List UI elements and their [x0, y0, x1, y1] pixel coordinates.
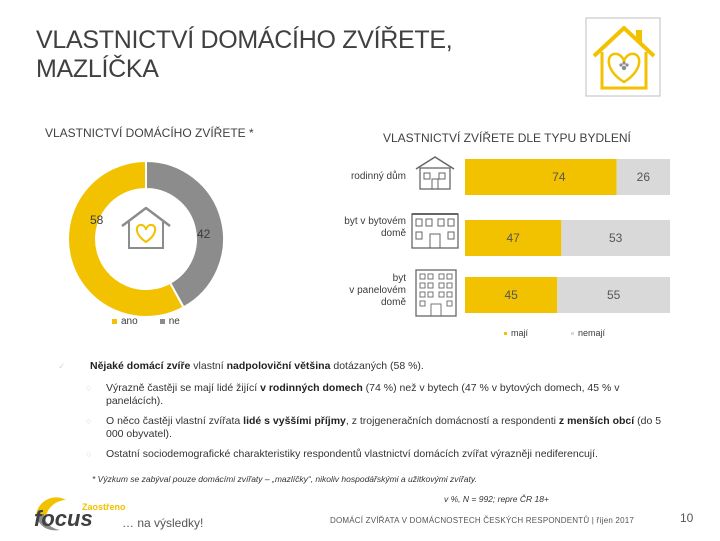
- category-label-bytovy-dum: byt v bytovém domě: [316, 216, 406, 240]
- bar-value-label: 47: [506, 231, 520, 245]
- page-number: 10: [680, 511, 694, 525]
- bar-segment-maji: [465, 220, 562, 256]
- title-line-2: MAZLÍČKA: [36, 55, 159, 83]
- legend-swatch-nemaji: [571, 331, 574, 335]
- category-label-line: domě: [380, 228, 406, 239]
- category-label-rodinny-dum: rodinný dům: [316, 171, 406, 183]
- legend-label-ne: ne: [168, 316, 180, 327]
- footer-text: DOMÁCÍ ZVÍŘATA V DOMÁCNOSTECH ČESKÝCH RE…: [330, 516, 635, 525]
- bullet-sub-2-run: , z trojgeneračních domácností a respond…: [345, 415, 559, 427]
- bar-legend-nemaji: nemají: [571, 328, 605, 338]
- house-heart-paw-icon: [584, 16, 664, 98]
- bar-segment-nemaji: [561, 220, 670, 256]
- bar-value-label: 53: [609, 231, 623, 245]
- left-chart-subtitle: VLASTNICTVÍ DOMÁCÍHO ZVÍŘETE *: [45, 126, 254, 140]
- donut-chart: [58, 155, 258, 323]
- brand-name: focus: [34, 506, 93, 531]
- bar-segment-nemaji: [616, 159, 670, 195]
- brand-slogan: … na výsledky!: [122, 516, 204, 530]
- bar-segment-nemaji: [557, 277, 670, 313]
- base-note: v %, N = 992; repre ČR 18+: [444, 494, 549, 504]
- bar-segment-maji: [465, 159, 617, 195]
- bar-value-label: 55: [607, 288, 621, 302]
- bullet-sub-1-run: Výrazně častěji se mají lidé žijící: [106, 382, 261, 394]
- legend-swatch-ne: [159, 319, 165, 324]
- bullet-sub-3-run: Ostatní sociodemografické charakteristik…: [106, 448, 598, 460]
- brand-tagline: Zaostřeno: [82, 502, 126, 512]
- bar-segment-maji: [465, 277, 558, 313]
- donut-value-label-ne: 42: [197, 227, 211, 241]
- bullet-main-run: Nějaké domácí zvíře: [90, 360, 191, 372]
- house-icon: [414, 155, 456, 191]
- bar-value-label: 74: [552, 170, 566, 184]
- donut-slice-ano: [67, 159, 185, 318]
- bullet-marker-icon: ✓: [58, 361, 66, 371]
- category-label-panelovy-dum: byt v panelovém domě: [316, 273, 406, 309]
- apartment-building-icon: [410, 208, 460, 250]
- category-label-line: byt v bytovém: [344, 216, 406, 227]
- legend-label-nemaji: nemají: [578, 328, 606, 338]
- bullet-sub-1-run: v rodinných domech: [260, 382, 363, 394]
- bullet-main-text: Nějaké domácí zvíře vlastní nadpoloviční…: [90, 360, 670, 372]
- housing-bar-chart: 74 26 47 53 45 55: [330, 150, 675, 340]
- bar-value-label: 45: [504, 288, 518, 302]
- category-label-line: domě: [380, 297, 406, 308]
- donut-chart-svg: [67, 159, 225, 318]
- legend-swatch-ano: [112, 319, 117, 324]
- bar-value-label: 26: [637, 170, 651, 184]
- bullet-sub-2-run: lidé s vyššími příjmy: [243, 415, 346, 427]
- bullet-sub-3-text: Ostatní sociodemografické charakteristik…: [106, 448, 666, 461]
- bullet-marker-icon: ○: [86, 449, 92, 459]
- bullet-main-run: nadpoloviční většina: [226, 360, 331, 372]
- category-label-line: byt: [392, 273, 406, 284]
- bullet-sub-2-run: O něco častěji vlastní zvířata: [106, 415, 244, 427]
- page-title: VLASTNICTVÍ DOMÁCÍHO ZVÍŘETE, MAZLÍČKA: [36, 26, 556, 84]
- legend-swatch-maji: [504, 331, 507, 335]
- bullet-sub-2-run: z menších obcí: [558, 415, 635, 427]
- bullet-sub-2-run: (do 5 000 obyvatel).: [106, 415, 662, 440]
- bar-legend-maji: mají: [504, 328, 528, 338]
- bullet-main-run: dotázaných (58 %).: [330, 360, 424, 372]
- legend-label-maji: mají: [511, 328, 529, 338]
- donut-legend: ano ne: [112, 316, 180, 327]
- bullet-main-run: vlastní: [190, 360, 227, 372]
- house-heart-icon: [118, 204, 174, 252]
- panel-building-icon: [414, 268, 458, 318]
- category-label-line: rodinný dům: [350, 171, 406, 182]
- donut-value-label-ano: 58: [90, 213, 104, 227]
- donut-slice-ne: [145, 159, 225, 309]
- right-chart-subtitle: VLASTNICTVÍ ZVÍŘETE DLE TYPU BYDLENÍ: [383, 131, 631, 145]
- focus-logo: Zaostřeno focus … na výsledky!: [30, 492, 220, 536]
- bullet-marker-icon: ○: [86, 416, 92, 426]
- legend-label-ano: ano: [121, 316, 138, 327]
- category-label-line: v panelovém: [349, 285, 406, 296]
- bar-chart-svg: 74 26 47 53 45 55: [465, 159, 670, 313]
- footnote: * Výzkum se zabýval pouze domácími zvířa…: [92, 474, 477, 484]
- bullet-sub-1-run: (74 %) než v bytech (47 % v bytových dom…: [106, 382, 620, 407]
- bullet-marker-icon: ○: [86, 383, 92, 393]
- title-line-1: VLASTNICTVÍ DOMÁCÍHO ZVÍŘETE,: [36, 26, 453, 54]
- bullet-sub-2-text: O něco častěji vlastní zvířata lidé s vy…: [106, 415, 666, 441]
- bullet-sub-1-text: Výrazně častěji se mají lidé žijící v ro…: [106, 382, 666, 408]
